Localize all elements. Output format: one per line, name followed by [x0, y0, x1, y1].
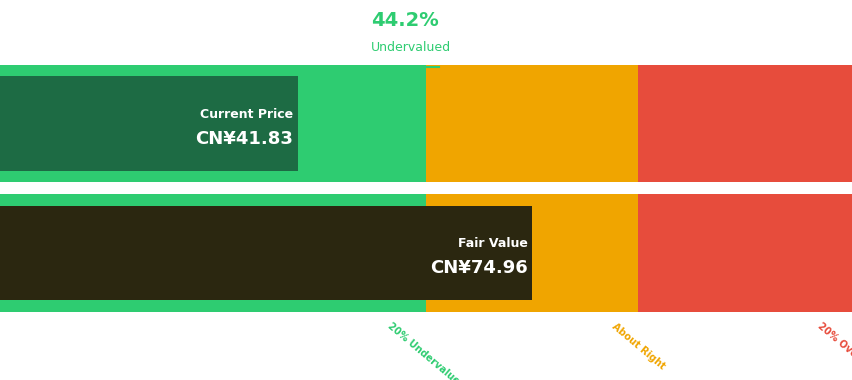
Bar [425, 65, 637, 182]
Text: Undervalued: Undervalued [371, 41, 451, 54]
Bar [637, 65, 852, 182]
Bar [0, 65, 425, 182]
Text: 20% Overvalued: 20% Overvalued [815, 321, 852, 380]
Text: CN¥74.96: CN¥74.96 [429, 259, 527, 277]
Text: 20% Undervalued: 20% Undervalued [385, 321, 465, 380]
Text: Fair Value: Fair Value [458, 237, 527, 250]
Bar [0, 206, 532, 300]
Text: About Right: About Right [609, 321, 665, 371]
Bar [637, 194, 852, 312]
Text: 44.2%: 44.2% [371, 11, 438, 30]
Bar [425, 194, 637, 312]
Bar [0, 76, 297, 171]
Text: Current Price: Current Price [200, 108, 293, 120]
Text: CN¥41.83: CN¥41.83 [195, 130, 293, 148]
Bar [0, 194, 425, 312]
